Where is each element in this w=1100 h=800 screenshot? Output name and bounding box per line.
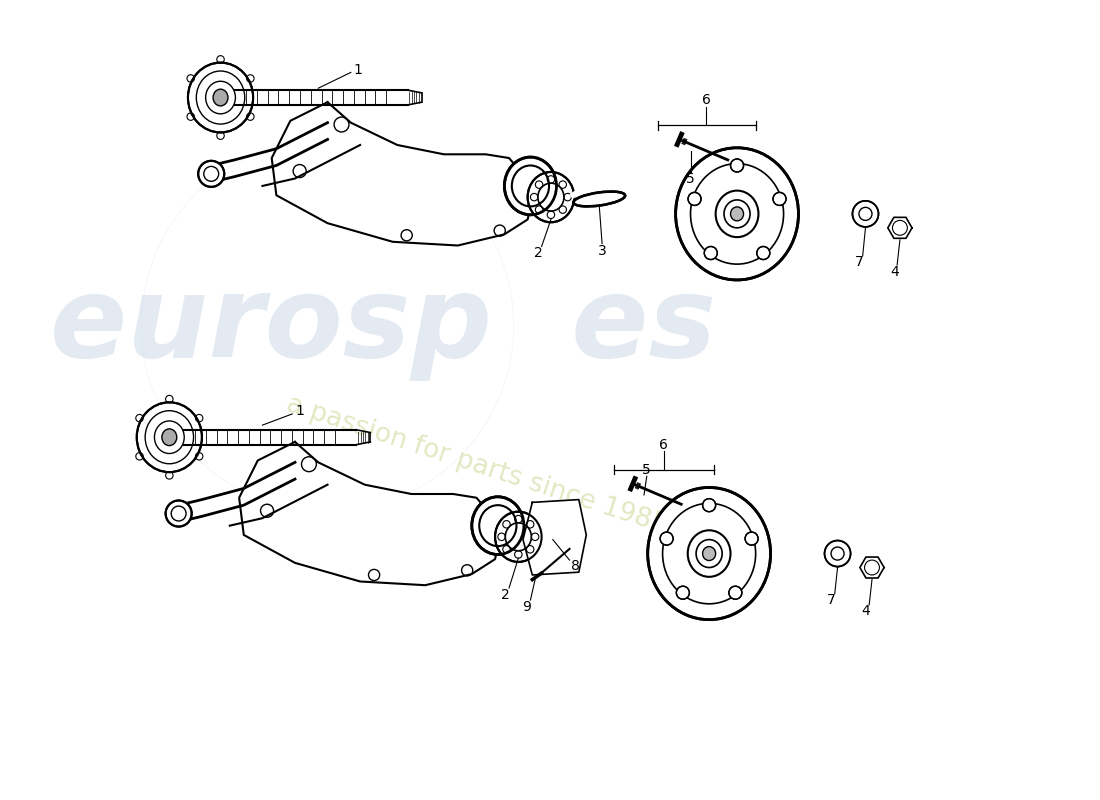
Circle shape xyxy=(729,586,741,599)
Circle shape xyxy=(745,532,758,545)
Text: 2: 2 xyxy=(534,246,542,260)
Circle shape xyxy=(688,192,701,206)
Circle shape xyxy=(773,192,786,206)
Polygon shape xyxy=(522,499,586,575)
Circle shape xyxy=(166,501,191,526)
Text: 3: 3 xyxy=(597,244,606,258)
Circle shape xyxy=(757,246,770,259)
Ellipse shape xyxy=(528,172,574,222)
Text: a passion for parts since 1985: a passion for parts since 1985 xyxy=(283,391,670,539)
Polygon shape xyxy=(239,442,499,586)
Polygon shape xyxy=(888,218,912,238)
Text: 6: 6 xyxy=(702,94,711,107)
Ellipse shape xyxy=(505,157,557,214)
Ellipse shape xyxy=(213,89,228,106)
Text: 6: 6 xyxy=(659,438,668,452)
Text: 1: 1 xyxy=(295,404,304,418)
Text: 9: 9 xyxy=(522,600,531,614)
Text: 8: 8 xyxy=(571,558,580,573)
Ellipse shape xyxy=(495,512,541,562)
Circle shape xyxy=(660,532,673,545)
Text: 2: 2 xyxy=(500,587,509,602)
Ellipse shape xyxy=(648,487,770,620)
Text: 5: 5 xyxy=(642,462,651,477)
Text: 4: 4 xyxy=(861,604,870,618)
Text: eurosp  es: eurosp es xyxy=(51,270,716,381)
Text: 4: 4 xyxy=(890,265,899,278)
Ellipse shape xyxy=(730,207,744,221)
Ellipse shape xyxy=(162,429,177,446)
Circle shape xyxy=(703,498,716,512)
Ellipse shape xyxy=(188,62,253,133)
Circle shape xyxy=(704,246,717,259)
Circle shape xyxy=(825,541,850,566)
Polygon shape xyxy=(272,102,532,246)
Text: 7: 7 xyxy=(827,593,835,607)
Ellipse shape xyxy=(136,402,202,472)
Ellipse shape xyxy=(703,546,716,561)
Circle shape xyxy=(730,159,744,172)
Text: 7: 7 xyxy=(855,255,864,270)
Circle shape xyxy=(852,201,879,227)
Ellipse shape xyxy=(675,148,799,280)
Circle shape xyxy=(198,161,224,187)
Polygon shape xyxy=(860,557,884,578)
Ellipse shape xyxy=(472,497,524,554)
Text: 1: 1 xyxy=(354,62,363,77)
Ellipse shape xyxy=(573,191,625,206)
Text: 5: 5 xyxy=(686,171,695,186)
Circle shape xyxy=(676,586,690,599)
